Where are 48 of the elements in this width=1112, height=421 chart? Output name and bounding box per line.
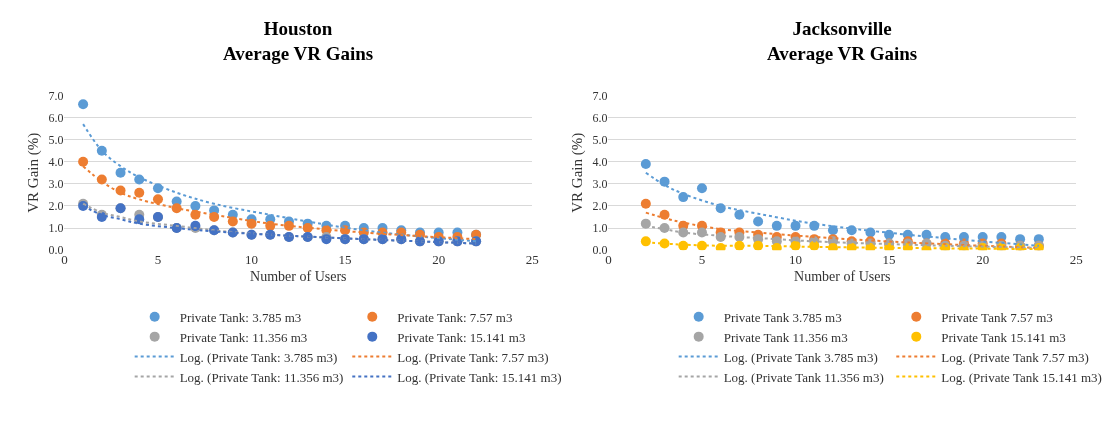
legend-label: Private Tank 3.785 m3 xyxy=(723,309,842,325)
x-tick-label: 10 xyxy=(789,252,803,268)
legend-label: Log. (Private Tank 11.356 m3) xyxy=(723,369,884,385)
legend-label: Private Tank: 15.141 m3 xyxy=(397,329,526,345)
x-tick-label: 5 xyxy=(698,252,706,268)
y-tick-label: 2.0 xyxy=(48,199,64,214)
legend-label: Private Tank: 11.356 m3 xyxy=(179,329,308,345)
y-tick-label: 0.0 xyxy=(48,243,64,258)
x-axis-title: Number of Users xyxy=(250,268,347,284)
y-tick-label: 5.0 xyxy=(48,132,64,147)
y-tick-label: 6.0 xyxy=(48,110,64,125)
y-tick-label: 5.0 xyxy=(592,132,608,147)
y-tick-label: 4.0 xyxy=(592,154,608,169)
x-tick-label: 5 xyxy=(154,252,162,268)
y-tick-label: 1.0 xyxy=(48,221,64,236)
chart-title: Jacksonville Average VR Gains xyxy=(767,18,918,64)
x-tick-label: 20 xyxy=(432,252,446,268)
legend-label: Log. (Private Tank 3.785 m3) xyxy=(723,349,878,365)
y-tick-label: 3.0 xyxy=(48,177,64,192)
legend-label: Private Tank 7.57 m3 xyxy=(941,309,1053,325)
x-tick-label: 25 xyxy=(525,252,539,268)
x-tick-label: 15 xyxy=(882,252,896,268)
legend-label: Private Tank 11.356 m3 xyxy=(723,329,848,345)
y-axis-title: VR Gain (%) xyxy=(568,132,586,213)
legend-label: Log. (Private Tank 7.57 m3) xyxy=(941,349,1089,365)
y-tick-label: 1.0 xyxy=(592,221,608,236)
x-tick-label: 25 xyxy=(1069,252,1083,268)
legend-label: Log. (Private Tank: 3.785 m3) xyxy=(179,349,338,365)
y-tick-label: 6.0 xyxy=(592,110,608,125)
legend-label: Private Tank: 3.785 m3 xyxy=(179,309,302,325)
y-tick-label: 0.0 xyxy=(592,243,608,258)
y-axis-title: VR Gain (%) xyxy=(24,132,42,213)
legend-label: Log. (Private Tank: 11.356 m3) xyxy=(179,369,344,385)
chart-title: Houston Average VR Gains xyxy=(223,18,374,64)
y-tick-label: 4.0 xyxy=(48,154,64,169)
x-tick-label: 15 xyxy=(338,252,352,268)
x-tick-label: 10 xyxy=(245,252,259,268)
y-tick-label: 7.0 xyxy=(48,88,64,103)
y-tick-label: 7.0 xyxy=(592,88,608,103)
y-tick-label: 2.0 xyxy=(592,199,608,214)
x-axis-title: Number of Users xyxy=(794,268,891,284)
legend-label: Log. (Private Tank: 7.57 m3) xyxy=(397,349,549,365)
legend-label: Log. (Private Tank 15.141 m3) xyxy=(941,369,1102,385)
x-tick-label: 20 xyxy=(976,252,990,268)
legend-label: Log. (Private Tank: 15.141 m3) xyxy=(397,369,562,385)
legend-label: Private Tank 15.141 m3 xyxy=(941,329,1066,345)
legend-label: Private Tank: 7.57 m3 xyxy=(397,309,513,325)
y-tick-label: 3.0 xyxy=(592,177,608,192)
